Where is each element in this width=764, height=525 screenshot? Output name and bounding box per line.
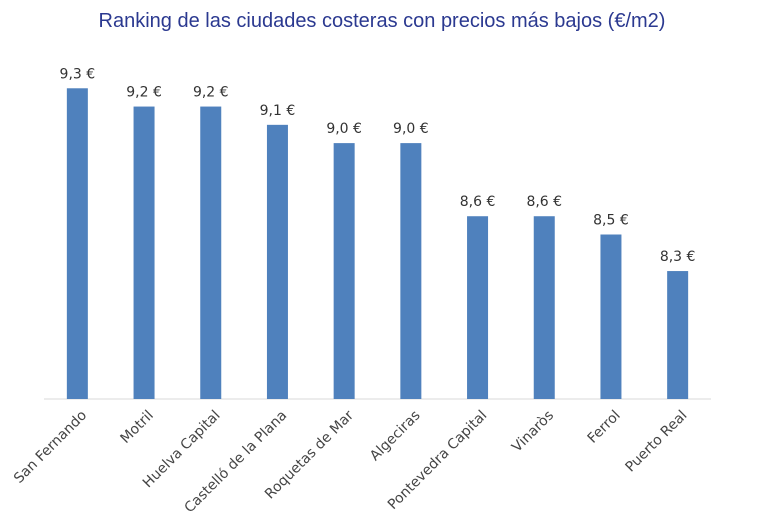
data-label: 9,0 €: [326, 121, 362, 137]
bar: [467, 216, 489, 399]
x-tick-label: Algeciras: [367, 408, 424, 465]
data-label: 9,3 €: [60, 66, 96, 82]
chart-title: Ranking de las ciudades costeras con pre…: [98, 10, 666, 32]
x-tick-label: Ferrol: [585, 408, 624, 447]
data-label: 9,0 €: [393, 121, 429, 137]
data-label: 9,2 €: [126, 85, 162, 101]
bar: [200, 106, 222, 400]
bar: [266, 124, 288, 399]
data-label: 9,2 €: [193, 85, 229, 101]
bar: [667, 271, 689, 399]
x-tick-label: Puerto Real: [623, 408, 691, 476]
x-tick-label: Vinaròs: [509, 408, 557, 456]
x-tick-label: Motril: [118, 408, 157, 447]
bar: [400, 143, 422, 399]
x-tick-label: San Fernando: [11, 408, 90, 487]
bar: [66, 88, 88, 400]
bar: [133, 106, 155, 400]
data-label: 8,6 €: [460, 194, 496, 210]
bar: [533, 216, 555, 399]
data-label: 8,3 €: [660, 249, 696, 265]
bar: [600, 234, 622, 399]
data-label: 9,1 €: [260, 103, 296, 119]
data-label: 8,6 €: [526, 194, 562, 210]
data-label: 8,5 €: [593, 213, 629, 229]
bar: [333, 143, 355, 399]
